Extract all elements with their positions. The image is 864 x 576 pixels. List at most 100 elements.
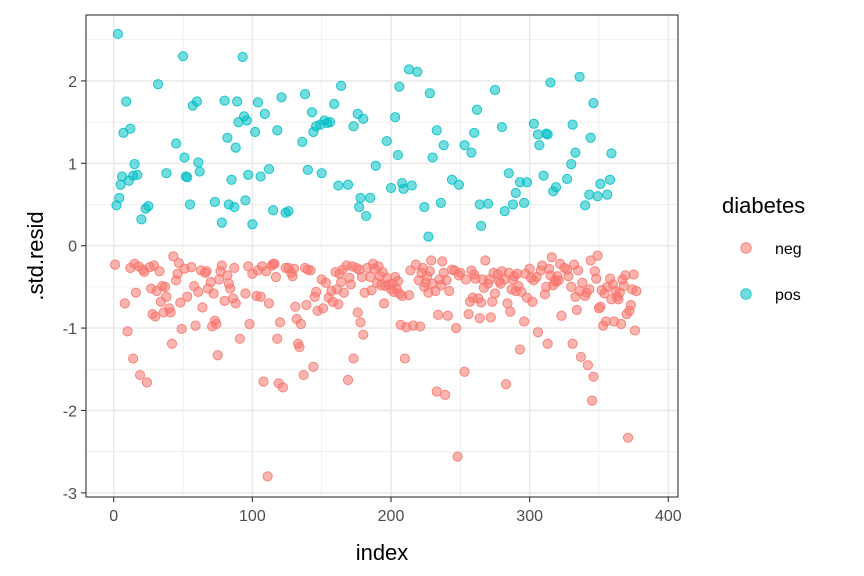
data-point-pos xyxy=(567,119,578,130)
data-point-pos xyxy=(333,180,344,191)
data-point-pos xyxy=(283,205,294,217)
data-point-neg xyxy=(288,263,300,274)
data-point-pos xyxy=(365,192,376,204)
data-point-pos xyxy=(459,140,470,151)
data-point-neg xyxy=(442,310,453,321)
data-point-neg xyxy=(582,360,593,371)
data-point-neg xyxy=(333,299,344,310)
legend-key-neg xyxy=(740,242,752,254)
data-point-pos xyxy=(566,159,577,170)
y-tick-label: -1 xyxy=(63,321,77,338)
data-point-pos xyxy=(519,197,530,208)
data-point-pos xyxy=(534,140,545,151)
data-point-pos xyxy=(419,201,430,213)
data-point-neg xyxy=(546,252,557,263)
data-point-neg xyxy=(176,323,187,335)
data-point-pos xyxy=(230,142,241,153)
data-point-neg xyxy=(336,276,347,288)
data-point-pos xyxy=(336,80,347,91)
legend-key-pos xyxy=(740,288,752,300)
data-point-neg xyxy=(298,369,309,381)
data-point-pos xyxy=(427,152,438,163)
data-point-neg xyxy=(591,273,602,284)
data-point-pos xyxy=(268,205,279,216)
data-point-pos xyxy=(528,118,539,129)
data-point-pos xyxy=(394,81,405,92)
data-point-pos xyxy=(297,136,308,147)
legend-title: diabetes xyxy=(722,193,805,218)
data-point-neg xyxy=(165,307,176,318)
data-point-neg xyxy=(365,271,376,283)
x-tick-label: 200 xyxy=(378,508,405,525)
data-point-neg xyxy=(234,333,245,344)
data-point-neg xyxy=(585,255,596,266)
data-point-neg xyxy=(500,379,512,390)
y-tick-label: -2 xyxy=(63,403,77,420)
data-point-pos xyxy=(412,66,423,77)
x-tick-label: 400 xyxy=(655,508,682,525)
data-point-pos xyxy=(129,159,140,170)
data-point-neg xyxy=(159,281,171,292)
data-point-pos xyxy=(132,169,143,180)
y-axis-title: .std.resid xyxy=(23,211,48,300)
data-point-neg xyxy=(308,361,319,372)
data-point-neg xyxy=(480,255,491,266)
x-tick-label: 0 xyxy=(109,508,118,525)
data-point-pos xyxy=(136,214,147,225)
data-point-pos xyxy=(446,174,458,185)
data-point-pos xyxy=(112,28,123,40)
y-tick-label: 2 xyxy=(68,74,77,91)
data-point-pos xyxy=(406,180,417,191)
data-point-pos xyxy=(161,168,172,179)
data-point-neg xyxy=(366,285,377,296)
data-point-neg xyxy=(524,263,535,274)
data-point-neg xyxy=(433,309,444,321)
data-point-neg xyxy=(205,276,216,288)
data-point-pos xyxy=(510,187,521,199)
data-point-pos xyxy=(171,138,182,149)
data-point-neg xyxy=(212,350,223,361)
data-point-pos xyxy=(431,125,442,136)
legend: diabetes neg pos xyxy=(722,193,805,304)
panel-border xyxy=(85,14,679,498)
data-point-pos xyxy=(263,163,275,175)
y-axis: -3 -2 -1 0 1 2 xyxy=(63,74,86,503)
data-point-neg xyxy=(542,338,553,349)
data-point-pos xyxy=(360,210,372,222)
data-point-pos xyxy=(348,121,359,132)
data-point-pos xyxy=(226,174,237,185)
data-point-neg xyxy=(230,298,241,309)
data-point-pos xyxy=(241,115,252,126)
data-point-neg xyxy=(519,316,530,327)
data-point-neg xyxy=(213,274,225,285)
data-point-pos xyxy=(324,117,336,128)
data-point-pos xyxy=(125,123,136,134)
data-point-pos xyxy=(115,179,126,190)
data-point-neg xyxy=(290,301,301,312)
data-point-pos xyxy=(503,168,514,179)
data-point-pos xyxy=(584,189,595,200)
data-point-neg xyxy=(255,291,266,302)
data-point-pos xyxy=(438,140,449,151)
data-point-pos xyxy=(306,107,318,118)
data-point-neg xyxy=(577,277,588,288)
data-point-neg xyxy=(358,329,369,340)
data-point-pos xyxy=(229,201,240,213)
data-point-neg xyxy=(441,275,452,286)
data-point-neg xyxy=(222,270,233,281)
data-point-neg xyxy=(620,270,631,281)
data-point-pos xyxy=(240,195,251,206)
data-point-neg xyxy=(229,262,240,274)
data-point-neg xyxy=(190,320,201,331)
data-point-pos xyxy=(272,125,283,136)
data-point-pos xyxy=(355,192,366,204)
data-point-neg xyxy=(225,283,236,294)
legend-label-pos: pos xyxy=(775,287,801,304)
data-point-pos xyxy=(423,231,434,242)
data-point-neg xyxy=(182,291,193,302)
data-point-neg xyxy=(320,277,331,288)
data-point-pos xyxy=(574,71,585,82)
data-point-pos xyxy=(482,198,494,209)
data-point-neg xyxy=(197,302,208,313)
data-point-neg xyxy=(628,269,639,280)
